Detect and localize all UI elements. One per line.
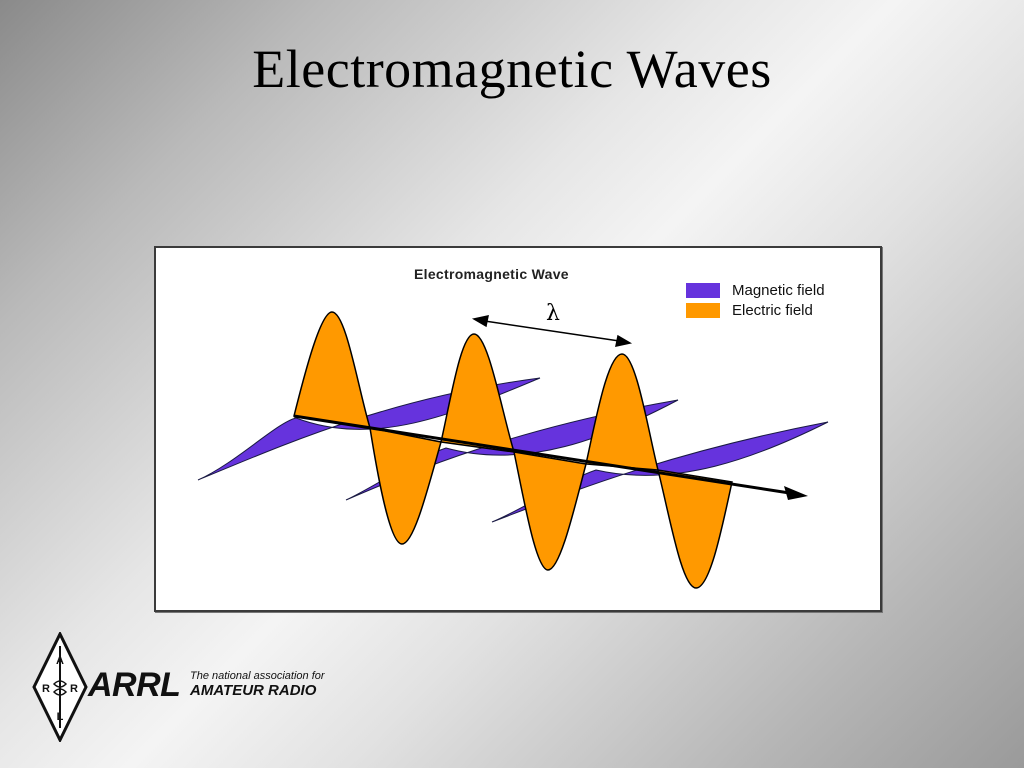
logo-subtitle: AMATEUR RADIO: [190, 682, 317, 699]
logo-tagline: The national association for: [190, 670, 325, 682]
propagation-arrowhead: [784, 486, 808, 500]
svg-text:R: R: [70, 683, 78, 695]
electric-lobe-down-1: [369, 427, 442, 545]
electric-lobe-up-3: [585, 353, 659, 471]
em-wave-diagram: λ: [197, 301, 829, 589]
legend-label-magnetic: Magnetic field: [732, 281, 825, 299]
lambda-label: λ: [546, 301, 560, 326]
svg-text:L: L: [57, 711, 64, 723]
legend: Magnetic field Electric field: [686, 280, 825, 320]
arrl-diamond-icon: A R R L: [32, 632, 88, 742]
svg-text:R: R: [42, 683, 50, 695]
slide-title: Electromagnetic Waves: [252, 39, 772, 99]
electric-lobe-down-2: [513, 451, 587, 571]
electric-field-lobes: [293, 311, 733, 589]
electric-lobe-up-2: [440, 333, 516, 453]
logo-name: ARRL: [88, 666, 181, 704]
arrl-logo: A R R L ARRL The national association fo…: [30, 632, 350, 742]
legend-item-electric: Electric field: [686, 300, 825, 320]
electric-lobe-up-1: [293, 311, 372, 429]
legend-label-electric: Electric field: [732, 301, 813, 319]
wavelength-marker: [471, 315, 633, 347]
figure-title: Electromagnetic Wave: [414, 266, 569, 282]
legend-swatch-electric: [686, 302, 720, 318]
em-wave-figure: λ Electromagnetic Wave Magnetic field El…: [154, 246, 882, 612]
electric-lobe-down-3: [656, 469, 733, 589]
svg-text:A: A: [56, 655, 64, 667]
legend-item-magnetic: Magnetic field: [686, 280, 825, 300]
propagation-axis: [293, 414, 808, 500]
legend-swatch-magnetic: [686, 282, 720, 298]
